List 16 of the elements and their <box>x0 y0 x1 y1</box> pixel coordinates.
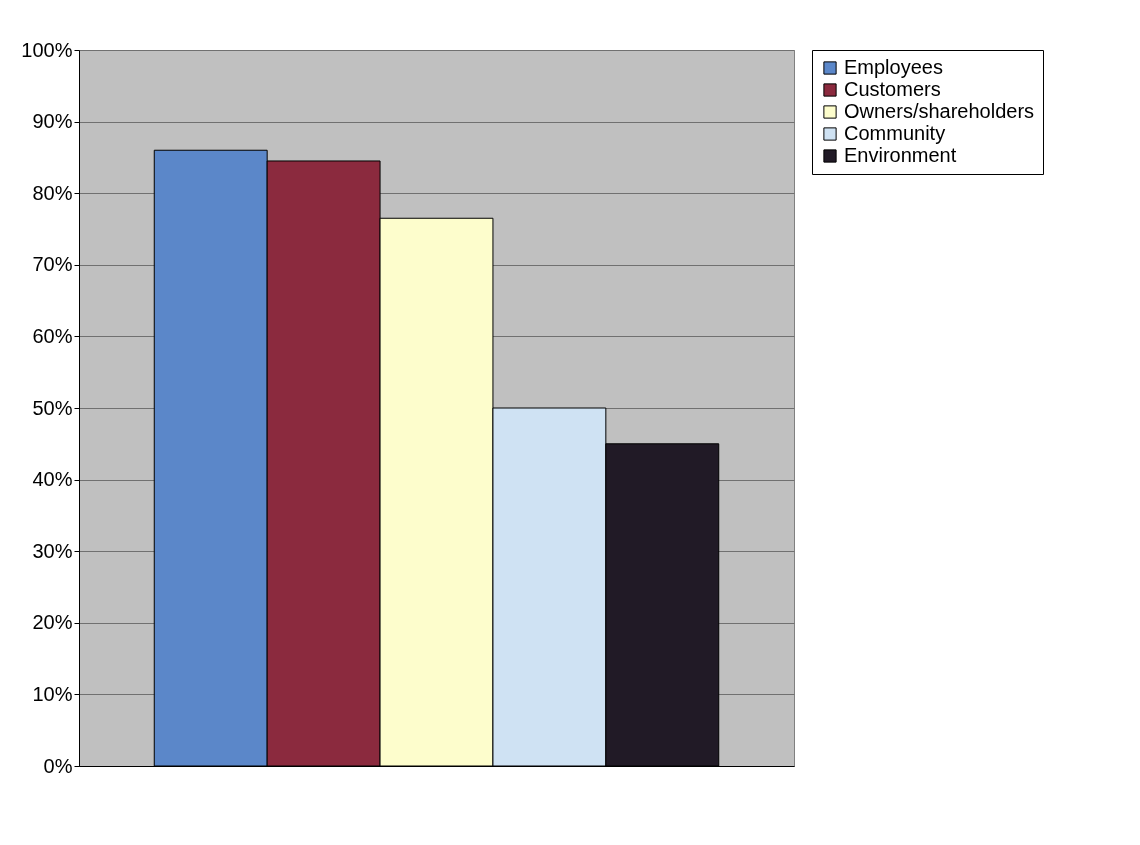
y-tick-label: 30% <box>32 539 73 562</box>
y-tick-label: 90% <box>32 110 73 133</box>
y-tick-label: 60% <box>32 324 73 347</box>
y-tick-label: 100% <box>21 38 73 61</box>
y-tick-label: 50% <box>32 396 73 419</box>
y-tick-label: 80% <box>32 181 73 204</box>
y-tick-label: 70% <box>32 253 73 276</box>
y-tick-label: 10% <box>32 682 73 705</box>
y-tick-label: 20% <box>32 611 73 634</box>
y-tick-label: 40% <box>32 468 73 491</box>
legend-label: Environment <box>844 144 957 166</box>
legend-label: Owners/shareholders <box>844 100 1035 122</box>
legend-label: Customers <box>844 78 941 100</box>
legend-label: Community <box>844 122 946 144</box>
y-tick-label: 0% <box>43 754 73 777</box>
legend-label: Employees <box>844 56 943 78</box>
